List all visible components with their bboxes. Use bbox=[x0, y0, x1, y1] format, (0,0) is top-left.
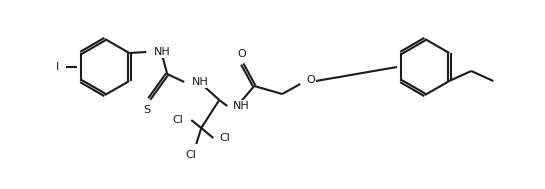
Text: Cl: Cl bbox=[186, 150, 197, 160]
Text: O: O bbox=[306, 75, 315, 85]
Text: I: I bbox=[56, 62, 59, 72]
Text: O: O bbox=[238, 49, 247, 59]
Text: Cl: Cl bbox=[172, 115, 183, 125]
Text: NH: NH bbox=[233, 101, 250, 111]
Text: Cl: Cl bbox=[219, 133, 230, 143]
Text: S: S bbox=[144, 105, 151, 115]
Text: NH: NH bbox=[192, 77, 209, 87]
Text: NH: NH bbox=[154, 47, 171, 57]
